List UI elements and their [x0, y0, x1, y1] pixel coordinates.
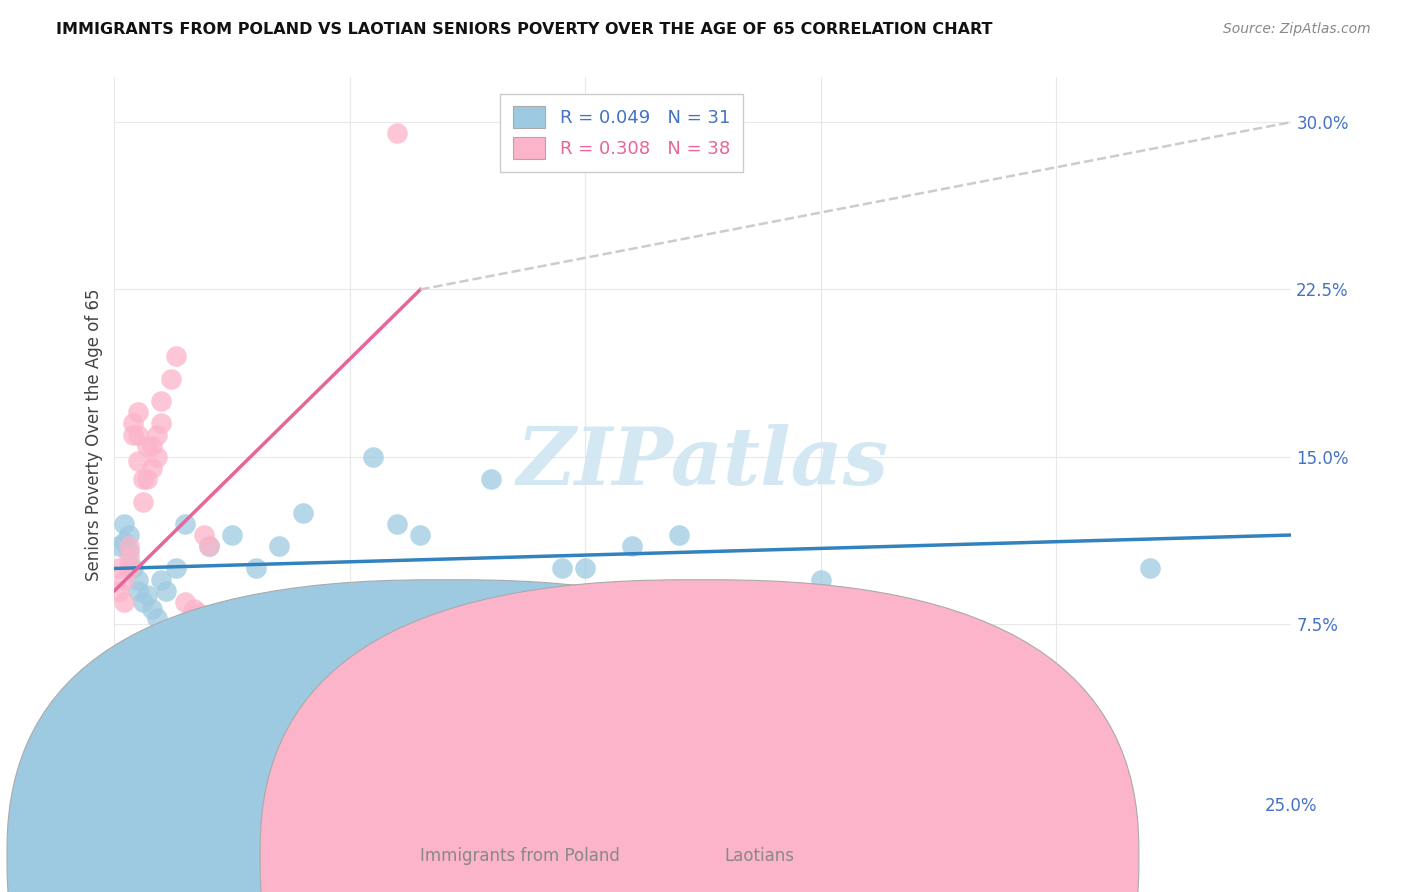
- Point: [108, 583, 131, 598]
- Point: [122, 427, 145, 442]
- Point: [197, 539, 219, 553]
- Point: [117, 561, 139, 575]
- Point: [108, 561, 131, 575]
- Point: [127, 454, 149, 468]
- Point: [150, 417, 173, 431]
- Point: [409, 528, 432, 542]
- Point: [112, 595, 135, 609]
- Point: [668, 528, 690, 542]
- Point: [269, 632, 291, 647]
- Point: [221, 528, 243, 542]
- Point: [165, 350, 187, 364]
- Point: [339, 595, 361, 609]
- Point: [131, 494, 153, 508]
- Point: [188, 606, 211, 620]
- Point: [207, 640, 229, 654]
- Point: [136, 472, 159, 486]
- Point: [127, 573, 149, 587]
- Point: [117, 539, 139, 553]
- Text: Immigrants from Poland: Immigrants from Poland: [420, 847, 620, 865]
- Point: [363, 450, 385, 464]
- Point: [122, 417, 145, 431]
- Point: [179, 610, 201, 624]
- Point: [150, 573, 173, 587]
- Point: [174, 516, 197, 531]
- Point: [245, 628, 267, 642]
- Point: [141, 461, 163, 475]
- Point: [117, 528, 139, 542]
- Point: [131, 595, 153, 609]
- Point: [1139, 561, 1161, 575]
- Point: [165, 561, 187, 575]
- Legend: R = 0.049   N = 31, R = 0.308   N = 38: R = 0.049 N = 31, R = 0.308 N = 38: [501, 94, 742, 172]
- Point: [174, 595, 197, 609]
- Y-axis label: Seniors Poverty Over the Age of 65: Seniors Poverty Over the Age of 65: [86, 288, 103, 581]
- Point: [146, 610, 169, 624]
- Text: Source: ZipAtlas.com: Source: ZipAtlas.com: [1223, 22, 1371, 37]
- Point: [197, 539, 219, 553]
- Point: [131, 472, 153, 486]
- Point: [155, 583, 177, 598]
- Point: [479, 472, 502, 486]
- Point: [221, 650, 243, 665]
- Point: [146, 427, 169, 442]
- Point: [291, 606, 314, 620]
- Point: [112, 534, 135, 549]
- Text: IMMIGRANTS FROM POLAND VS LAOTIAN SENIORS POVERTY OVER THE AGE OF 65 CORRELATION: IMMIGRANTS FROM POLAND VS LAOTIAN SENIOR…: [56, 22, 993, 37]
- Point: [385, 126, 408, 140]
- Point: [112, 516, 135, 531]
- Point: [122, 561, 145, 575]
- Point: [245, 561, 267, 575]
- Point: [136, 439, 159, 453]
- Point: [193, 528, 215, 542]
- Point: [117, 543, 139, 558]
- Point: [136, 588, 159, 602]
- Point: [150, 394, 173, 409]
- Text: ZIPatlas: ZIPatlas: [517, 425, 889, 502]
- Point: [117, 550, 139, 565]
- Point: [235, 617, 257, 632]
- Point: [160, 372, 183, 386]
- Point: [291, 506, 314, 520]
- Point: [621, 539, 644, 553]
- Point: [127, 427, 149, 442]
- Point: [141, 439, 163, 453]
- Point: [385, 516, 408, 531]
- Point: [112, 573, 135, 587]
- Point: [550, 561, 572, 575]
- Point: [108, 539, 131, 553]
- Point: [146, 450, 169, 464]
- Point: [269, 539, 291, 553]
- Point: [183, 601, 205, 615]
- Text: Laotians: Laotians: [724, 847, 794, 865]
- Point: [810, 573, 832, 587]
- Point: [574, 561, 596, 575]
- Point: [141, 601, 163, 615]
- Point: [127, 583, 149, 598]
- Point: [127, 405, 149, 419]
